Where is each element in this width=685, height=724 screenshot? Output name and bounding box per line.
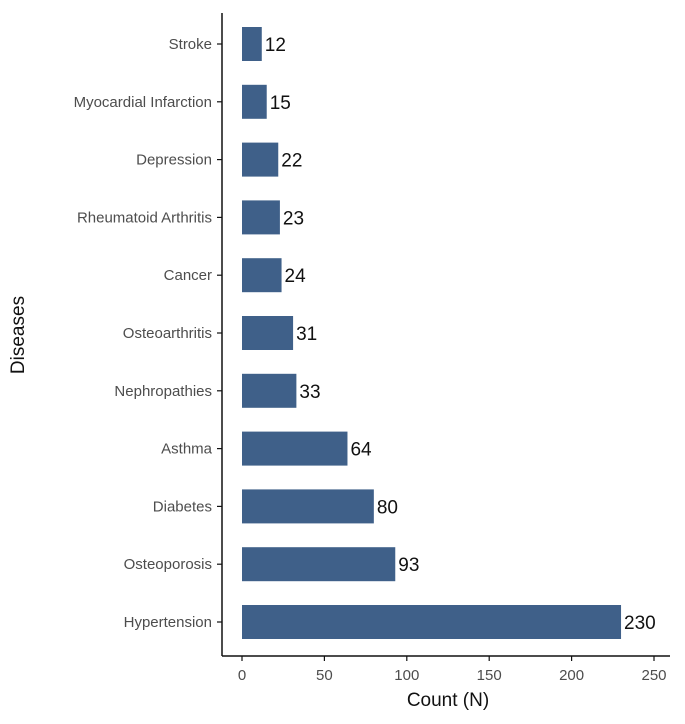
x-tick-label-250: 250 <box>641 667 666 684</box>
value-labels-layer: 12 15 22 23 24 31 33 64 80 93 230 <box>265 35 656 634</box>
bar-diabetes <box>242 489 374 524</box>
y-tick-label-asthma: Asthma <box>161 441 213 458</box>
bar-nephropathies <box>242 373 297 408</box>
x-tick-label-200: 200 <box>559 667 584 684</box>
bars-layer <box>242 27 622 639</box>
value-label-cancer: 24 <box>285 266 307 287</box>
y-ticks-layer: Stroke Myocardial Infarction Depression Rhe… <box>74 36 222 631</box>
bar-hypertension <box>242 605 622 639</box>
value-label-diabetes: 80 <box>377 497 398 518</box>
x-ticks-layer: 0 50 100 150 200 250 <box>238 656 667 684</box>
y-tick-label-nephropathies: Nephropathies <box>114 383 212 400</box>
y-tick-label-diabetes: Diabetes <box>153 498 212 515</box>
x-tick-label-150: 150 <box>477 667 502 684</box>
value-label-osteoporosis: 93 <box>398 555 419 576</box>
bar-cancer <box>242 258 282 293</box>
value-label-depression: 22 <box>281 151 302 172</box>
value-label-asthma: 64 <box>350 440 372 461</box>
y-tick-label-hypertension: Hypertension <box>124 614 212 631</box>
y-tick-label-rheumatoid-arthritis: Rheumatoid Arthritis <box>77 209 212 226</box>
bar-osteoarthritis <box>242 316 294 350</box>
value-label-nephropathies: 33 <box>299 382 320 403</box>
value-label-rheumatoid-arthritis: 23 <box>283 208 304 229</box>
y-tick-label-stroke: Stroke <box>169 36 212 53</box>
y-axis-title: Diseases <box>8 296 29 374</box>
x-axis-title: Count (N) <box>407 690 489 711</box>
y-tick-label-myocardial-infarction: Myocardial Infarction <box>74 94 212 111</box>
bar-asthma <box>242 431 348 466</box>
bar-osteoporosis <box>242 547 396 582</box>
y-tick-label-osteoarthritis: Osteoarthritis <box>123 325 212 342</box>
bar-depression <box>242 142 279 177</box>
y-tick-label-osteoporosis: Osteoporosis <box>124 556 212 573</box>
value-label-myocardial-infarction: 15 <box>270 93 291 114</box>
value-label-osteoarthritis: 31 <box>296 324 317 345</box>
bar-myocardial-infarction <box>242 84 267 119</box>
bar-rheumatoid-arthritis <box>242 200 280 235</box>
y-tick-label-depression: Depression <box>136 152 212 169</box>
x-tick-label-100: 100 <box>394 667 419 684</box>
bar-stroke <box>242 27 262 61</box>
value-label-stroke: 12 <box>265 35 286 56</box>
value-label-hypertension: 230 <box>624 613 656 634</box>
x-tick-label-0: 0 <box>238 667 246 684</box>
x-tick-label-50: 50 <box>316 667 333 684</box>
y-tick-label-cancer: Cancer <box>164 267 212 284</box>
